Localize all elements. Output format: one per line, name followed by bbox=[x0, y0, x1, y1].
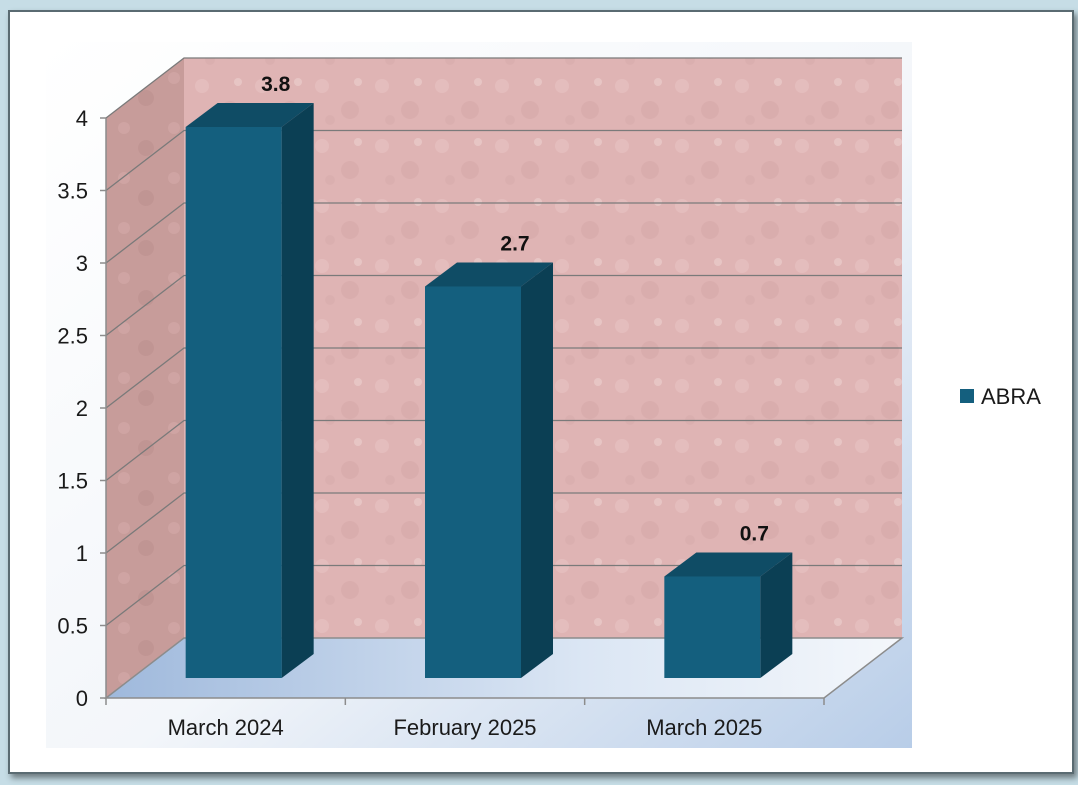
gridline bbox=[105, 347, 902, 409]
bar-top-face bbox=[185, 103, 314, 127]
legend: ABRA bbox=[960, 384, 1041, 409]
bars bbox=[185, 103, 793, 678]
y-tick-label: 2.5 bbox=[57, 324, 88, 349]
x-category-label: March 2024 bbox=[168, 715, 284, 740]
bar-front-face bbox=[185, 127, 282, 678]
gridline bbox=[105, 419, 902, 482]
bar bbox=[185, 103, 314, 678]
y-tick-label: 2 bbox=[76, 396, 88, 421]
bar-top-face bbox=[425, 262, 553, 287]
bar-side-face bbox=[760, 552, 793, 678]
chart-frame: 0 0.5 1 1.5 2 2.5 3 3.5 4 March 2024 February 202… bbox=[8, 10, 1074, 774]
y-tick-label: 0.5 bbox=[57, 614, 88, 639]
gridline bbox=[105, 129, 902, 192]
y-tick-label: 3 bbox=[76, 251, 88, 276]
data-labels: 3.8 2.7 0.7 bbox=[261, 73, 769, 546]
y-tick-label: 3.5 bbox=[57, 179, 88, 204]
bar-chart: 0 0.5 1 1.5 2 2.5 3 3.5 4 March 2024 February 202… bbox=[46, 42, 1041, 748]
gridline bbox=[105, 564, 902, 627]
data-label: 3.8 bbox=[261, 73, 291, 96]
y-axis: 0 0.5 1 1.5 2 2.5 3 3.5 4 bbox=[57, 106, 107, 711]
x-category-label: February 2025 bbox=[393, 715, 536, 740]
bar bbox=[664, 552, 793, 678]
gridlines bbox=[105, 57, 902, 627]
bar-top-face bbox=[664, 552, 793, 577]
x-category-label: March 2025 bbox=[646, 715, 762, 740]
gridline bbox=[105, 202, 902, 264]
y-tick-label: 1 bbox=[76, 541, 88, 566]
gridline bbox=[105, 492, 902, 554]
data-label: 2.7 bbox=[500, 233, 529, 256]
bar-side-face bbox=[281, 103, 314, 678]
data-label: 0.7 bbox=[740, 523, 769, 546]
gridline bbox=[105, 274, 902, 337]
legend-swatch bbox=[960, 389, 974, 403]
bar-front-face bbox=[425, 286, 521, 678]
y-tick-label: 1.5 bbox=[57, 469, 88, 494]
bar-side-face bbox=[521, 262, 553, 678]
bar-front-face bbox=[664, 576, 761, 678]
legend-label: ABRA bbox=[981, 384, 1041, 409]
bar bbox=[425, 262, 553, 678]
x-axis: March 2024 February 2025 March 2025 bbox=[105, 698, 825, 740]
y-tick-label: 4 bbox=[76, 106, 88, 131]
gridline bbox=[105, 57, 902, 119]
y-tick-label: 0 bbox=[76, 686, 88, 711]
